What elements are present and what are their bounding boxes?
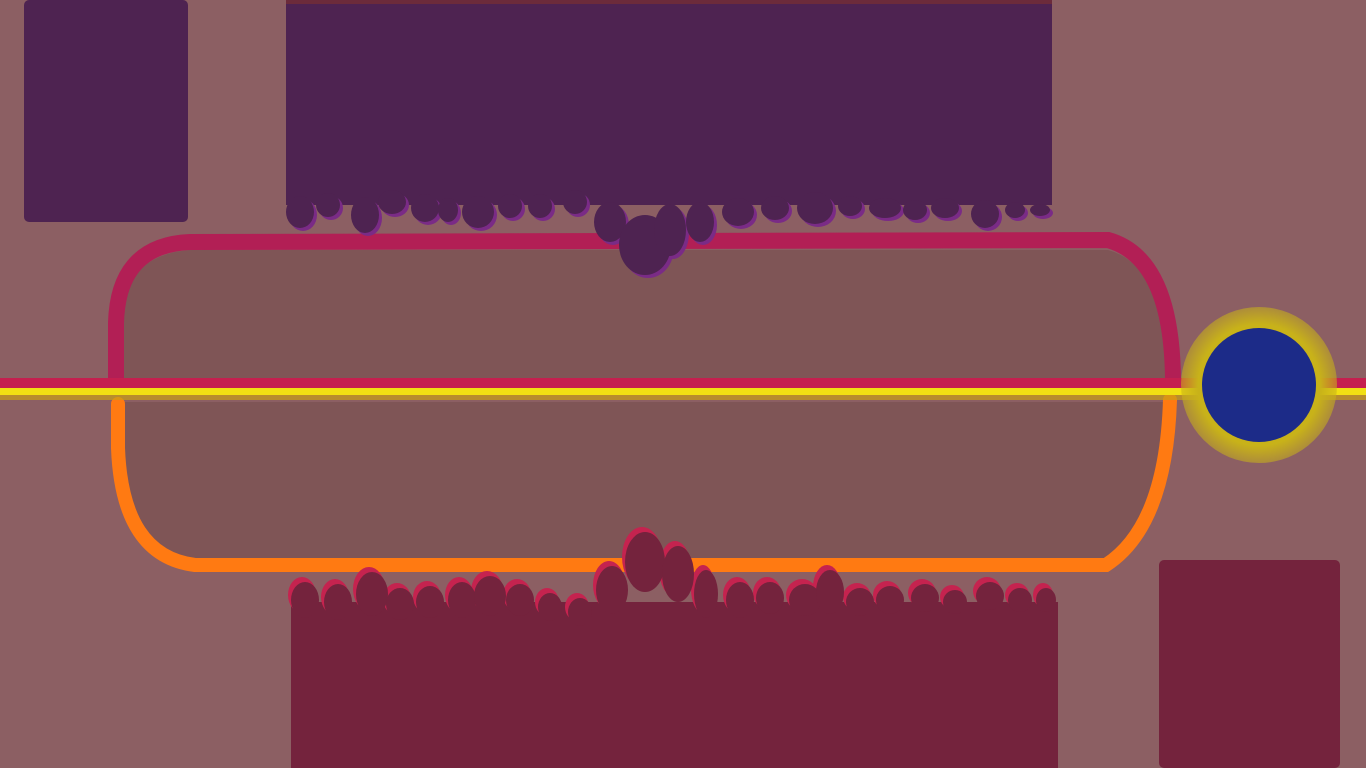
ball-icon[interactable]	[1181, 307, 1337, 463]
bottom-goo-bump	[386, 588, 414, 620]
bottom-goo-bump	[846, 588, 874, 616]
purple-goo-icon	[286, 0, 1053, 278]
bottom-goo-bump	[356, 572, 388, 616]
crimson-goo-icon	[288, 527, 1058, 768]
top-goo-drip	[686, 202, 714, 242]
bottom-goo-bump	[694, 570, 718, 618]
upper-arena-border	[108, 231, 1181, 390]
bottom-goo-bump	[506, 584, 534, 616]
top-goo-drip	[1005, 202, 1025, 218]
bottom-goo-bump	[538, 593, 562, 621]
top-goo-drip	[971, 200, 999, 228]
top-goo-drip	[722, 198, 754, 226]
top-goo-drip	[528, 194, 552, 218]
guide-line-shadow	[0, 395, 1366, 400]
top-goo-drip	[438, 198, 458, 222]
top-goo-drip	[1030, 204, 1050, 216]
bottom-goo-bump	[596, 566, 628, 614]
bottom-goo-bump	[474, 576, 506, 616]
top-goo-drip	[931, 198, 959, 218]
bottom-goo-bump	[448, 582, 476, 618]
bottom-goo-bump	[726, 582, 754, 618]
top-goo-drip	[654, 204, 686, 256]
bottom-goo-bump	[756, 582, 784, 614]
bottom-goo-bump	[625, 532, 665, 592]
bottom-goo-mass	[291, 602, 1058, 768]
bottom-goo-bumps	[288, 527, 1056, 626]
top-goo-drip	[563, 190, 587, 214]
bottom-goo-bump	[662, 546, 694, 602]
bottom-goo-bump	[816, 570, 844, 614]
bottom-goo-bump	[324, 584, 352, 620]
top-goo-drip	[838, 196, 862, 216]
bottom-goo-bump	[1008, 588, 1032, 612]
top-goo-drip	[797, 192, 833, 224]
top-goo-drip	[869, 198, 901, 218]
player-core	[1202, 328, 1316, 442]
top-goo-mass	[286, 0, 1052, 205]
top-goo-drip	[594, 202, 626, 242]
top-goo-drip	[411, 194, 439, 222]
bottom-goo-bump	[416, 586, 444, 618]
top-goo-drip	[351, 197, 379, 233]
bottom-goo-bump	[911, 584, 939, 612]
top-goo-drip	[903, 200, 927, 220]
bottom-goo-bump	[976, 582, 1004, 610]
bottom-right-block	[1159, 560, 1340, 768]
bottom-goo-bump	[943, 590, 967, 614]
upper-arena	[108, 231, 1181, 390]
top-goo-drip	[378, 190, 406, 214]
upper-arena-fill	[120, 250, 1169, 381]
bottom-goo-bump	[1036, 588, 1056, 612]
divider-line	[0, 378, 1366, 388]
guide-line	[0, 388, 1366, 395]
top-goo-drip	[286, 196, 314, 228]
top-goo-drip	[316, 193, 340, 217]
top-goo-drip	[761, 196, 789, 220]
top-goo-drip	[462, 196, 494, 228]
top-goo-crust	[286, 0, 1052, 4]
top-left-block	[24, 0, 188, 222]
lower-arena-fill	[122, 402, 1166, 560]
bottom-goo-bump	[789, 584, 821, 616]
bottom-goo-bump	[568, 598, 592, 626]
top-goo-drip	[498, 194, 522, 218]
top-goo-drips	[286, 190, 1053, 278]
bottom-goo-bump	[291, 582, 319, 618]
bottom-goo-bump	[876, 586, 904, 614]
